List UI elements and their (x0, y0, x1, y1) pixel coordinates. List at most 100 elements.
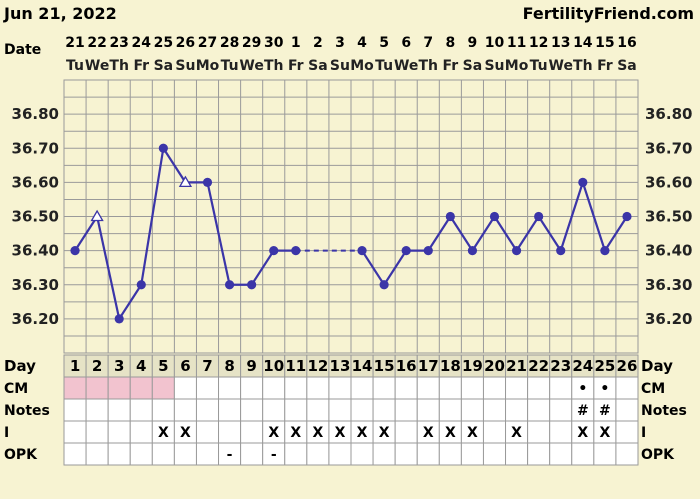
cell-notes (262, 398, 286, 422)
weekday-label: Tu (221, 58, 239, 74)
cell-mark-i: X (599, 425, 610, 441)
row-label-notes-left: Notes (4, 403, 50, 419)
cell-notes (394, 398, 418, 422)
cell-opk (328, 442, 352, 466)
cell-notes (284, 398, 308, 422)
cycle-day-number: 24 (572, 357, 593, 375)
cell-i (527, 420, 551, 444)
row-label-i-right: I (641, 425, 646, 441)
temperature-point (489, 211, 500, 222)
cell-cm (218, 376, 242, 400)
cell-cm (240, 376, 264, 400)
cell-notes (328, 398, 352, 422)
temperature-point (158, 143, 168, 153)
brand-name[interactable]: FertilityFriend.com (522, 4, 694, 23)
cycle-day-number: 13 (330, 357, 351, 375)
cell-notes (372, 398, 396, 422)
cell-opk (129, 442, 153, 466)
y-tick-label-left: 36.50 (12, 208, 59, 226)
y-tick-label-right: 36.80 (645, 105, 692, 123)
cell-cm (85, 376, 109, 400)
cell-cm (195, 376, 220, 400)
y-tick-label-right: 36.20 (645, 310, 692, 328)
cell-i (240, 420, 264, 444)
temperature-point (511, 246, 522, 256)
date-number: 14 (573, 35, 593, 51)
row-label-cm-right: CM (641, 381, 665, 397)
temperature-point (202, 177, 213, 187)
date-number: 12 (529, 35, 548, 51)
temperature-point-open (90, 209, 104, 222)
weekday-label: Su (175, 58, 195, 74)
cell-i (394, 420, 418, 444)
date-number: 15 (595, 35, 614, 51)
cell-opk (438, 442, 462, 466)
row-label-opk-left: OPK (4, 447, 38, 463)
cell-mark-i: X (180, 425, 191, 441)
cycle-day-number: 19 (462, 357, 483, 375)
date-number: 25 (154, 35, 173, 51)
cell-cm (394, 376, 418, 400)
temperature-point (423, 246, 433, 256)
temperature-point (578, 177, 588, 187)
cell-opk (350, 442, 374, 466)
cell-i (107, 420, 131, 444)
weekday-label: Th (419, 58, 439, 74)
weekday-label: Fr (443, 58, 459, 74)
cell-mark-i: X (511, 425, 522, 441)
date-number: 2 (313, 35, 323, 51)
temperature-point (357, 246, 367, 256)
date-number: 24 (132, 35, 152, 51)
cell-mark-i: X (335, 425, 346, 441)
cell-opk (85, 442, 109, 466)
cell-cm (615, 376, 639, 400)
cell-cm (482, 376, 507, 400)
temperature-line-segment (162, 147, 187, 183)
temperature-point (114, 314, 124, 324)
date-number: 28 (220, 35, 239, 51)
date-number: 21 (65, 35, 84, 51)
cell-mark-i: X (268, 425, 279, 441)
temperature-point (291, 246, 301, 256)
cell-mark-i: X (312, 425, 323, 441)
cell-i (195, 420, 220, 444)
cell-opk (527, 442, 551, 466)
date-row-label: Date (4, 42, 41, 58)
cell-i (63, 420, 87, 444)
weekday-label: Th (109, 58, 129, 74)
cell-notes (240, 398, 264, 422)
cell-mark-notes: # (599, 403, 611, 419)
cell-notes (615, 398, 639, 422)
temperature-line-segment (493, 215, 518, 252)
date-number: 26 (176, 35, 195, 51)
date-number: 22 (87, 35, 106, 51)
cell-opk (615, 442, 639, 466)
cycle-day-number: 17 (418, 357, 439, 375)
temperature-point (556, 246, 566, 256)
y-tick-label-right: 36.50 (645, 208, 692, 226)
cell-cm (173, 376, 197, 400)
cycle-day-number: 25 (594, 357, 615, 375)
cycle-day-number: 21 (506, 357, 527, 375)
cell-notes (460, 398, 484, 422)
weekday-label: Fr (597, 58, 613, 74)
cell-opk (416, 442, 440, 466)
weekday-label: We (239, 58, 263, 74)
date-number: 27 (198, 35, 217, 51)
y-tick-label-left: 36.80 (12, 105, 59, 123)
cell-mark-cm: • (600, 381, 609, 397)
temperature-point (224, 280, 235, 290)
cell-mark-i: X (379, 425, 390, 441)
cell-notes (549, 398, 573, 422)
cycle-day-number: 6 (180, 357, 190, 375)
cycle-day-number: 7 (202, 357, 212, 375)
weekday-label: We (394, 58, 418, 74)
cycle-day-number: 14 (352, 357, 373, 375)
date-number: 23 (109, 35, 128, 51)
temperature-point (445, 211, 455, 222)
cell-mark-i: X (158, 425, 169, 441)
weekday-label: Su (330, 58, 350, 74)
weekday-label: Tu (530, 58, 548, 74)
y-tick-label-right: 36.40 (645, 242, 692, 260)
temperature-point (269, 246, 279, 256)
